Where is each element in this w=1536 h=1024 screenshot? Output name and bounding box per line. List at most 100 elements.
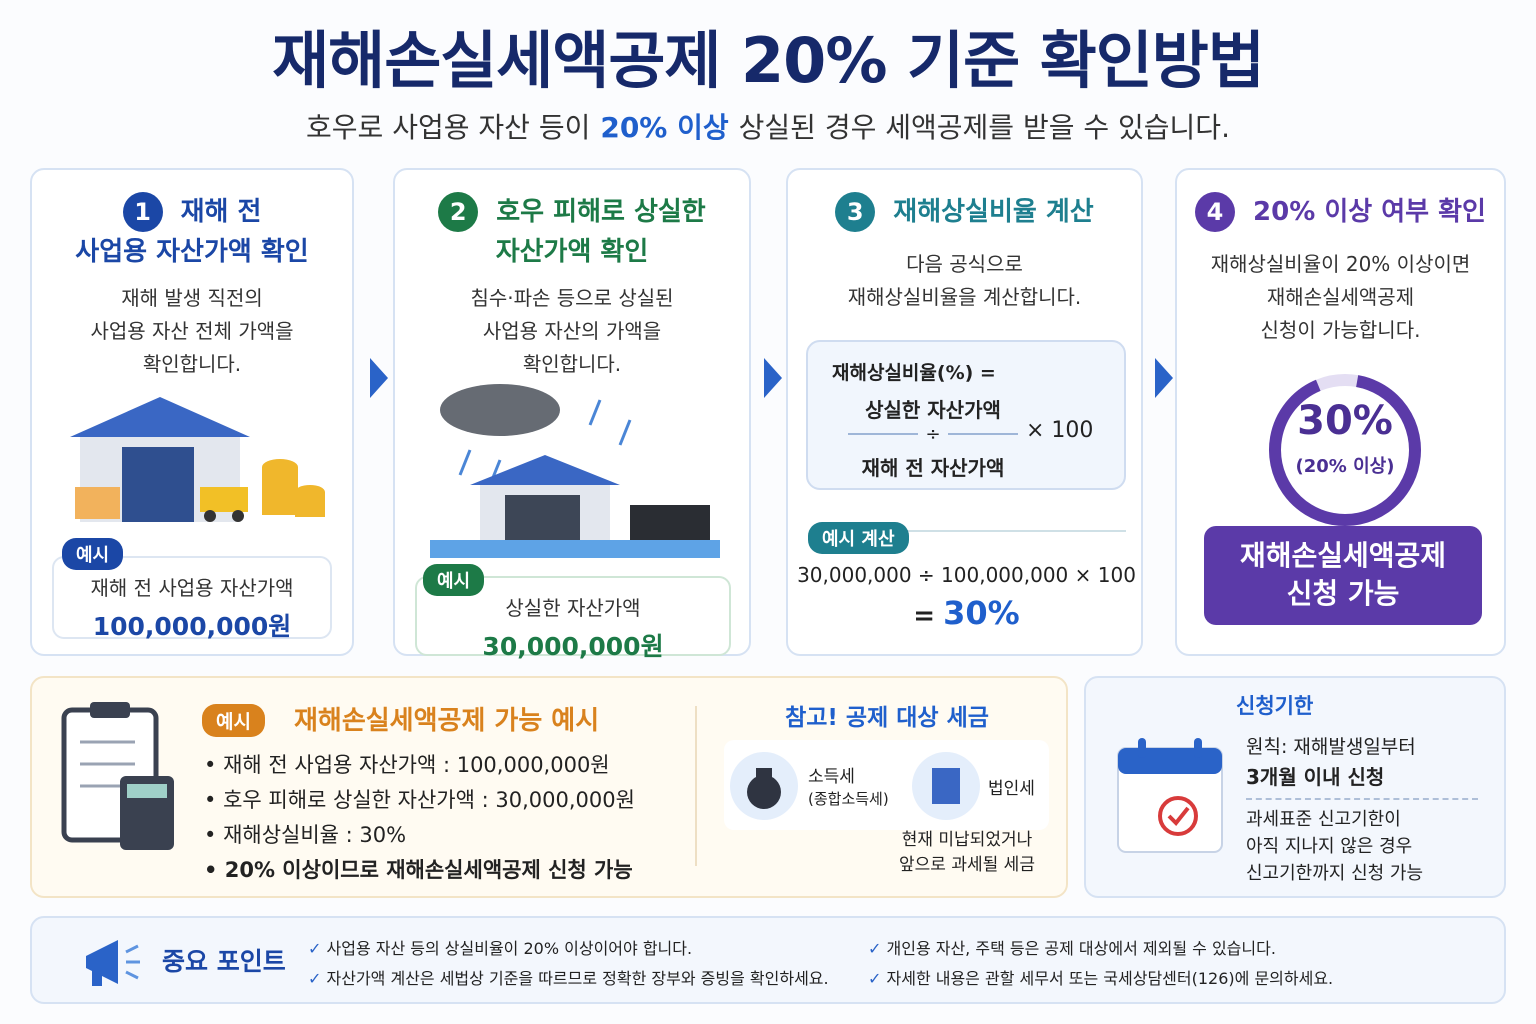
points-panel: 중요 포인트 ✓ 사업용 자산 등의 상실비율이 20% 이상이어야 합니다. … xyxy=(30,916,1506,1004)
step-desc: 재해상실비율이 20% 이상이면 재해손실세액공제 신청이 가능합니다. xyxy=(1211,248,1471,347)
step-number: 1 xyxy=(122,192,163,232)
reference-title: 참고! 공제 대상 세금 xyxy=(785,705,989,731)
points-col: ✓ 사업용 자산 등의 상실비율이 20% 이상이어야 합니다. ✓ 자산가액 … xyxy=(308,934,829,994)
result-value: 30% xyxy=(943,594,1020,632)
step-title: 2 호우 피해로 상실한 자산가액 확인 xyxy=(438,192,706,272)
building-icon xyxy=(912,752,980,820)
point: ✓ 자세한 내용은 관할 세무서 또는 국세상담센터(126)에 문의하세요. xyxy=(868,969,1334,988)
desc-line: 침수·파손 등으로 상실된 xyxy=(470,286,674,310)
note-line: 아직 지나지 않은 경우 xyxy=(1246,836,1413,857)
arrow xyxy=(764,358,782,398)
example-text: 재해 전 사업용 자산가액 xyxy=(90,576,294,600)
example-tag: 예시 xyxy=(62,538,124,570)
desc-line: 사업용 자산의 가액을 xyxy=(482,319,662,343)
example-value: 100,000,000원 xyxy=(92,612,292,641)
bullet-text: 재해 전 사업용 자산가액 : 100,000,000원 xyxy=(223,753,610,777)
formula-multiplier: × 100 xyxy=(1026,418,1094,443)
step-title-line: 호우 피해로 상실한 xyxy=(496,197,706,227)
eligible-badge: 재해손실세액공제 신청 가능 xyxy=(1204,526,1482,625)
desc-line: 확인합니다. xyxy=(522,352,622,376)
example-badge: 예시 xyxy=(202,704,265,737)
desc-line: 재해 발생 직전의 xyxy=(121,286,263,310)
desc-line: 사업용 자산 전체 가액을 xyxy=(90,319,294,343)
gauge-ring xyxy=(1269,373,1421,526)
note-line: 앞으로 과세될 세금 xyxy=(899,855,1035,875)
bullet-text: 재해상실비율 : 30% xyxy=(223,823,407,847)
step-title-line: 20% 이상 여부 확인 xyxy=(1253,197,1486,227)
tax-item: 소득세 (종합소득세) xyxy=(808,766,889,810)
reference-note: 현재 미납되었거나 앞으로 과세될 세금 xyxy=(862,828,1072,878)
example-value: 30,000,000원 xyxy=(482,632,664,661)
calendar-icon xyxy=(1117,738,1223,853)
example-title: 재해손실세액공제 가능 예시 xyxy=(294,706,600,736)
formula-rule xyxy=(948,433,1018,435)
divider xyxy=(898,530,1126,532)
arrow xyxy=(370,358,388,398)
flood-icon xyxy=(430,384,720,558)
badge-line: 신청 가능 xyxy=(1286,577,1400,610)
tax-name: 소득세 xyxy=(808,767,855,787)
step-title-line: 사업용 자산가액 확인 xyxy=(75,237,309,267)
formula-denominator: 재해 전 자산가액 xyxy=(861,456,1005,480)
bullet-text: 호우 피해로 상실한 자산가액 : 30,000,000원 xyxy=(223,788,635,812)
tax-name: 법인세 xyxy=(988,779,1035,799)
subtitle-text: 상실된 경우 세액공제를 받을 수 있습니다. xyxy=(738,111,1230,144)
tax-note: (종합소득세) xyxy=(808,790,889,808)
note-line: 신고기한까지 신청 가능 xyxy=(1246,863,1424,884)
point-text: 자세한 내용은 관할 세무서 또는 국세상담센터(126)에 문의하세요. xyxy=(886,969,1334,988)
point-text: 개인용 자산, 주택 등은 공제 대상에서 제외될 수 있습니다. xyxy=(886,939,1276,958)
step-title-line: 재해 전 xyxy=(180,197,262,227)
note-line: 과세표준 신고기한이 xyxy=(1246,809,1401,830)
formula-numerator: 상실한 자산가액 xyxy=(865,398,1001,422)
deadline-title: 신청기한 xyxy=(1236,694,1314,718)
step-number: 4 xyxy=(1195,192,1236,232)
rule-line: 원칙: 재해발생일부터 xyxy=(1246,736,1416,758)
gauge-value: 30% xyxy=(1297,398,1393,444)
subtitle: 호우로 사업용 자산 등이 20% 이상 상실된 경우 세액공제를 받을 수 있습니… xyxy=(0,106,1536,146)
step-title: 1 재해 전 사업용 자산가액 확인 xyxy=(75,192,309,272)
desc-line: 재해상실비율을 계산합니다. xyxy=(847,285,1082,309)
divider xyxy=(695,706,697,866)
deadline-rule: 원칙: 재해발생일부터 3개월 이내 신청 xyxy=(1246,732,1416,792)
example-box: 재해 전 사업용 자산가액 100,000,000원 xyxy=(52,556,332,641)
formula-operator: ÷ xyxy=(925,424,941,445)
bullet: • 재해상실비율 : 30% xyxy=(204,823,407,847)
step-title: 3 재해상실비율 계산 xyxy=(835,192,1094,232)
desc-line: 확인합니다. xyxy=(142,352,242,376)
desc-line: 재해손실세액공제 xyxy=(1266,285,1415,309)
calculation: 30,000,000 ÷ 100,000,000 × 100 xyxy=(797,563,1136,587)
gauge-note: (20% 이상) xyxy=(1295,456,1395,477)
rule-line: 3개월 이내 신청 xyxy=(1246,765,1385,789)
arrow xyxy=(1155,358,1173,398)
clipboard-icon xyxy=(61,702,174,850)
step-number: 3 xyxy=(835,192,876,232)
example-tag: 예시 xyxy=(423,564,485,596)
example-box: 상실한 자산가액 30,000,000원 xyxy=(415,576,731,661)
formula-box: 재해상실비율(%) = 상실한 자산가액 ÷ × 100 재해 전 자산가액 xyxy=(806,340,1126,490)
formula-label: 재해상실비율(%) = xyxy=(832,362,996,384)
desc-line: 신청이 가능합니다. xyxy=(1260,318,1421,342)
example-tag: 예시 계산 xyxy=(808,522,909,554)
step-title-line: 자산가액 확인 xyxy=(495,237,649,267)
step-title-line: 재해상실비율 계산 xyxy=(893,197,1094,227)
divider xyxy=(1246,798,1478,800)
point: ✓ 사업용 자산 등의 상실비율이 20% 이상이어야 합니다. xyxy=(308,939,693,958)
desc-line: 다음 공식으로 xyxy=(906,252,1023,276)
bullet: • 20% 이상이므로 재해손실세액공제 신청 가능 xyxy=(204,858,633,882)
example-panel: 예시 재해손실세액공제 가능 예시 • 재해 전 사업용 자산가액 : 100,… xyxy=(30,676,1068,898)
example-text: 상실한 자산가액 xyxy=(505,596,641,620)
subtitle-text: 호우로 사업용 자산 등이 xyxy=(306,111,591,144)
result-eq: = xyxy=(913,601,936,631)
example-bullets: • 재해 전 사업용 자산가액 : 100,000,000원 • 호우 피해로 … xyxy=(204,748,635,888)
page-title: 재해손실세액공제 20% 기준 확인방법 xyxy=(272,24,1265,97)
point-text: 자산가액 계산은 세법상 기준을 따르므로 정확한 장부와 증빙을 확인하세요. xyxy=(326,969,829,988)
point: ✓ 자산가액 계산은 세법상 기준을 따르므로 정확한 장부와 증빙을 확인하세… xyxy=(308,969,829,988)
point-text: 사업용 자산 등의 상실비율이 20% 이상이어야 합니다. xyxy=(326,939,693,958)
subtitle-highlight: 20% 이상 xyxy=(600,111,729,144)
